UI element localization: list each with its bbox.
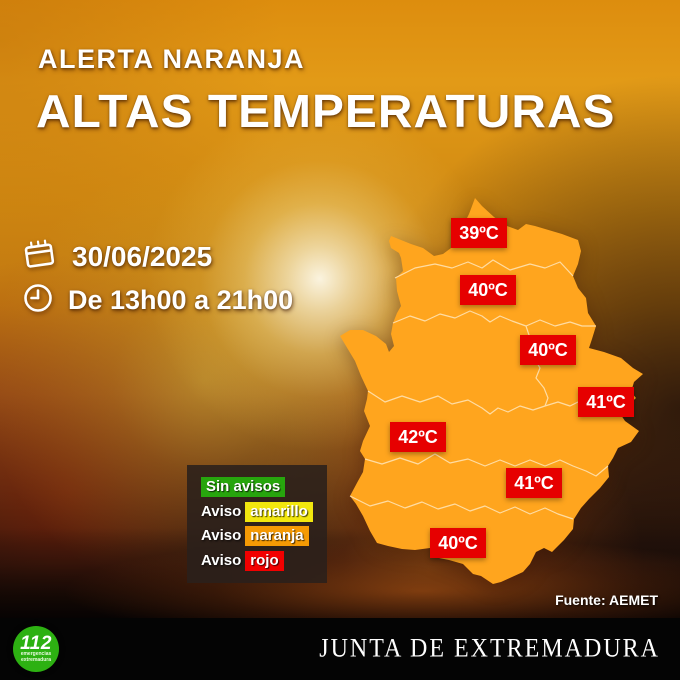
temperature-chip: 42ºC (390, 422, 446, 452)
temperature-chip: 41ºC (506, 468, 562, 498)
temperature-chip: 40ºC (430, 528, 486, 558)
emergency-sub-line2: extremadura (20, 656, 51, 663)
alert-level-kicker: ALERTA NARANJA (38, 44, 305, 74)
page-title: ALTAS TEMPERATURAS (36, 85, 616, 137)
temperature-chip: 41ºC (578, 387, 634, 417)
data-source-credit: Fuente: AEMET (555, 592, 658, 608)
time-row: De 13h00 a 21h00 (22, 282, 293, 319)
legend-prefix: Aviso (201, 502, 242, 520)
legend-prefix: Aviso (201, 527, 242, 545)
legend-chip-yellow: amarillo (245, 501, 313, 522)
legend-chip-green: Sin avisos (201, 477, 286, 497)
clock-icon (22, 282, 54, 319)
date-row: 30/06/2025 (22, 236, 212, 277)
landscape-silhouette (0, 528, 680, 618)
legend-item-none: Sin avisos (201, 477, 327, 497)
legend-item-red: Aviso rojo (201, 550, 327, 571)
temperature-chip: 40ºC (460, 275, 516, 305)
footer-bar (0, 618, 680, 680)
emergency-number: 112 (20, 633, 52, 654)
extremadura-outline (340, 198, 643, 584)
calendar-icon (22, 236, 58, 277)
warning-legend: Sin avisos Aviso amarillo Aviso naranja Av… (187, 465, 327, 583)
junta-de-extremadura-logo: JUNTA DE EXTREMADURA (319, 634, 660, 664)
legend-item-orange: Aviso naranja (201, 526, 327, 547)
alert-time-range: De 13h00 a 21h00 (68, 285, 294, 315)
emergency-sub-line1: emergencias (20, 651, 52, 657)
alert-date: 30/06/2025 (72, 240, 213, 272)
emergency-112-logo: 112 emergencias extremadura (13, 626, 59, 672)
legend-chip-orange: naranja (245, 526, 309, 547)
legend-prefix: Aviso (201, 551, 242, 569)
temperature-chip: 40ºC (520, 335, 576, 365)
legend-item-yellow: Aviso amarillo (201, 501, 327, 522)
temperature-chip: 39ºC (451, 218, 507, 248)
legend-chip-red: rojo (245, 550, 284, 571)
